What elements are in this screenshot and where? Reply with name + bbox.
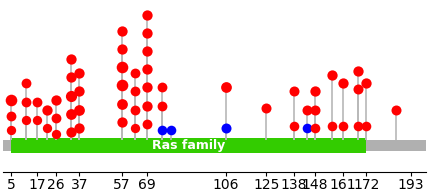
Point bbox=[34, 118, 40, 121]
Point bbox=[222, 86, 229, 89]
Point bbox=[131, 90, 138, 93]
Point bbox=[44, 108, 51, 111]
Bar bbox=[3, 140, 426, 151]
Point bbox=[52, 98, 59, 101]
Point bbox=[144, 104, 151, 107]
Bar bbox=[11, 138, 366, 153]
Point bbox=[363, 124, 370, 127]
Point bbox=[144, 50, 151, 53]
Point bbox=[118, 48, 125, 51]
Point bbox=[131, 108, 138, 111]
Point bbox=[159, 128, 166, 131]
Point bbox=[118, 84, 125, 87]
Point bbox=[144, 86, 151, 89]
Point bbox=[159, 104, 166, 107]
Point bbox=[68, 76, 74, 79]
Point bbox=[329, 124, 336, 127]
Point bbox=[354, 124, 361, 127]
Point bbox=[23, 100, 30, 103]
Point bbox=[303, 126, 310, 129]
Point bbox=[159, 86, 166, 89]
Point bbox=[363, 82, 370, 85]
Point bbox=[354, 70, 361, 73]
Point bbox=[23, 82, 30, 85]
Point bbox=[44, 126, 51, 129]
Point bbox=[68, 130, 74, 133]
Point bbox=[291, 124, 298, 127]
Point bbox=[131, 126, 138, 129]
Point bbox=[118, 102, 125, 105]
Point bbox=[167, 128, 174, 131]
Point bbox=[303, 108, 310, 111]
Point bbox=[354, 88, 361, 91]
Point bbox=[52, 116, 59, 119]
Point bbox=[34, 100, 40, 103]
Point bbox=[68, 58, 74, 61]
Point bbox=[76, 108, 83, 111]
Point bbox=[393, 108, 399, 111]
Point bbox=[263, 106, 270, 109]
Point bbox=[76, 126, 83, 129]
Point bbox=[68, 94, 74, 97]
Point bbox=[144, 31, 151, 35]
Point bbox=[144, 68, 151, 71]
Point bbox=[68, 112, 74, 115]
Point bbox=[312, 126, 319, 129]
Point bbox=[329, 74, 336, 77]
Point bbox=[118, 120, 125, 123]
Point bbox=[339, 82, 346, 85]
Point bbox=[23, 118, 30, 121]
Point bbox=[222, 126, 229, 129]
Point bbox=[339, 124, 346, 127]
Point bbox=[76, 90, 83, 93]
Point bbox=[118, 66, 125, 69]
Point bbox=[312, 90, 319, 93]
Point bbox=[76, 72, 83, 75]
Point bbox=[8, 98, 15, 101]
Text: Ras family: Ras family bbox=[152, 139, 225, 152]
Point bbox=[52, 132, 59, 135]
Point bbox=[118, 29, 125, 33]
Point bbox=[144, 122, 151, 125]
Point bbox=[312, 108, 319, 111]
Point bbox=[144, 13, 151, 16]
Point bbox=[291, 90, 298, 93]
Point bbox=[131, 72, 138, 75]
Point bbox=[8, 114, 15, 117]
Point bbox=[8, 128, 15, 131]
